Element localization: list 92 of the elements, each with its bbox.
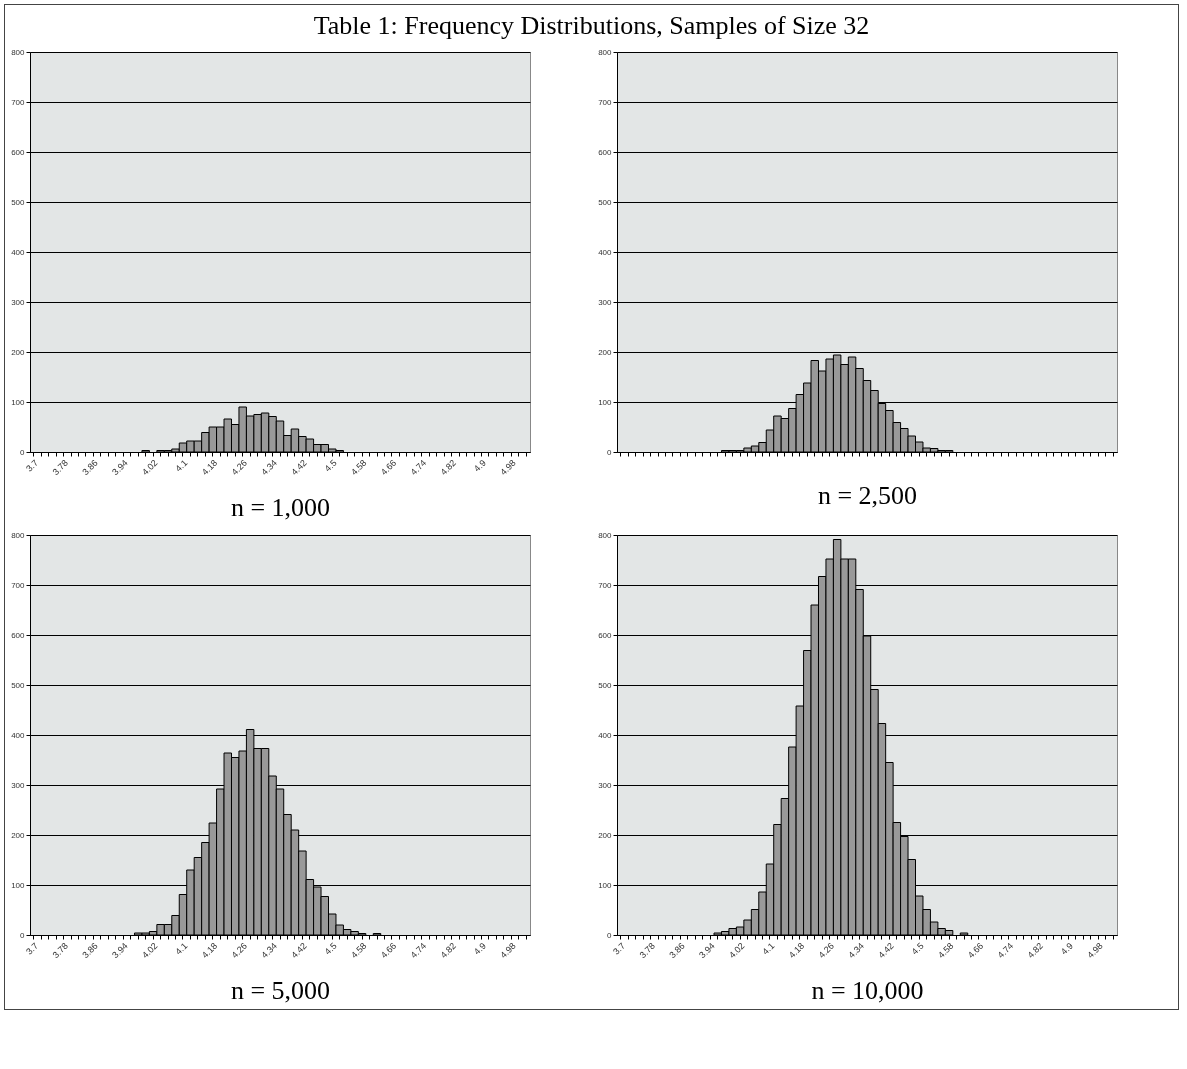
y-tick-label: 700 — [597, 580, 612, 590]
x-tick-label: 4.26 — [229, 940, 250, 961]
y-tick-label: 600 — [597, 630, 612, 640]
x-tick-label: 4.74 — [408, 940, 429, 961]
x-tick-label: 4.58 — [348, 457, 369, 478]
y-tick-label: 500 — [597, 680, 612, 690]
x-tick-label: 4.42 — [289, 457, 309, 478]
x-tick-label: 3.94 — [696, 940, 717, 961]
x-axis-title: n = 1,000 — [230, 493, 331, 523]
x-tick-label: 4.34 — [845, 940, 866, 961]
x-tick-label: 4.82 — [438, 457, 459, 478]
x-tick-label: 4.82 — [1025, 940, 1045, 961]
x-tick-label: 4.9 — [471, 457, 488, 474]
y-tick-label: 100 — [11, 397, 26, 407]
y-tick-label: 600 — [11, 630, 26, 640]
y-tick-label: 300 — [11, 780, 26, 790]
x-axis-title: n = 5,000 — [230, 976, 331, 1006]
y-tick-label: 400 — [11, 247, 26, 257]
x-tick-label: 4.66 — [378, 940, 399, 961]
x-tick-label: 3.78 — [50, 940, 70, 961]
x-tick-label: 4.26 — [816, 940, 836, 961]
y-tick-label: 500 — [11, 197, 26, 207]
y-tick-label: 400 — [597, 247, 612, 257]
x-tick-label: 4.18 — [199, 940, 220, 961]
y-tick-label: 100 — [597, 880, 612, 890]
y-tick-label: 100 — [597, 397, 612, 407]
y-tick-label: 500 — [11, 680, 26, 690]
x-tick-label: 3.7 — [24, 457, 41, 474]
x-tick-label: 4.5 — [322, 940, 339, 957]
x-tick-label: 4.5 — [322, 457, 339, 474]
y-tick-label: 200 — [11, 830, 26, 840]
x-tick-label: 4.9 — [471, 940, 488, 957]
x-tick-label: 3.7 — [610, 940, 627, 957]
y-tick-label: 700 — [11, 97, 26, 107]
x-tick-label: 4.1 — [173, 940, 190, 957]
x-tick-label: 4.26 — [229, 457, 250, 478]
x-tick-label: 4.1 — [173, 457, 190, 474]
x-tick-label: 4.58 — [935, 940, 955, 961]
x-tick-label: 4.66 — [378, 457, 399, 478]
y-tick-label: 400 — [597, 730, 612, 740]
x-tick-label: 4.66 — [965, 940, 985, 961]
x-tick-label: 4.42 — [289, 940, 309, 961]
y-tick-label: 200 — [597, 347, 612, 357]
x-tick-label: 4.5 — [909, 940, 926, 957]
x-tick-label: 3.86 — [80, 457, 100, 478]
x-axis-title: n = 10,000 — [810, 976, 924, 1006]
x-tick-label: 4.34 — [259, 457, 279, 478]
y-tick-label: 600 — [11, 147, 26, 157]
x-tick-label: 4.58 — [348, 940, 369, 961]
y-tick-label: 300 — [597, 297, 612, 307]
x-tick-label: 4.82 — [438, 940, 459, 961]
y-tick-label: 300 — [597, 780, 612, 790]
y-tick-label: 800 — [597, 47, 612, 57]
y-tick-label: 800 — [597, 530, 612, 540]
x-tick-label: 4.18 — [199, 457, 220, 478]
x-tick-label: 3.86 — [666, 940, 687, 961]
x-tick-label: 4.02 — [140, 457, 160, 478]
x-tick-label: 4.74 — [408, 457, 429, 478]
x-tick-label: 3.78 — [636, 940, 657, 961]
x-tick-label: 3.7 — [24, 940, 41, 957]
x-tick-label: 3.86 — [80, 940, 100, 961]
x-tick-label: 4.98 — [1084, 940, 1105, 961]
x-tick-label: 4.98 — [498, 940, 518, 961]
y-tick-label: 800 — [11, 530, 26, 540]
x-tick-label: 4.74 — [995, 940, 1015, 961]
x-tick-label: 4.1 — [759, 940, 776, 957]
x-tick-label: 4.98 — [498, 457, 518, 478]
x-tick-label: 4.9 — [1058, 940, 1075, 957]
x-tick-label: 4.34 — [259, 940, 279, 961]
y-tick-label: 0 — [606, 930, 612, 940]
y-tick-label: 700 — [597, 97, 612, 107]
y-tick-label: 400 — [11, 730, 26, 740]
y-tick-label: 700 — [11, 580, 26, 590]
text: Table 1: Frequency Distributions, Samples of Size 32 — [312, 10, 871, 42]
x-tick-label: 4.02 — [726, 940, 746, 961]
x-tick-label: 3.78 — [50, 457, 70, 478]
y-tick-label: 200 — [11, 347, 26, 357]
y-tick-label: 800 — [11, 47, 26, 57]
x-tick-label: 4.02 — [140, 940, 160, 961]
x-tick-label: 3.94 — [110, 457, 130, 478]
x-tick-label: 4.18 — [786, 940, 806, 961]
x-axis-title: n = 2,500 — [817, 480, 917, 510]
y-tick-label: 500 — [597, 197, 612, 207]
x-tick-label: 3.94 — [110, 940, 130, 961]
y-tick-label: 100 — [11, 880, 26, 890]
x-tick-label: 4.42 — [875, 940, 896, 961]
y-tick-label: 600 — [597, 147, 612, 157]
y-tick-label: 300 — [11, 297, 26, 307]
y-tick-label: 200 — [597, 830, 612, 840]
y-tick-label: 0 — [606, 447, 612, 457]
y-tick-label: 0 — [20, 930, 26, 940]
y-tick-label: 0 — [20, 447, 26, 457]
